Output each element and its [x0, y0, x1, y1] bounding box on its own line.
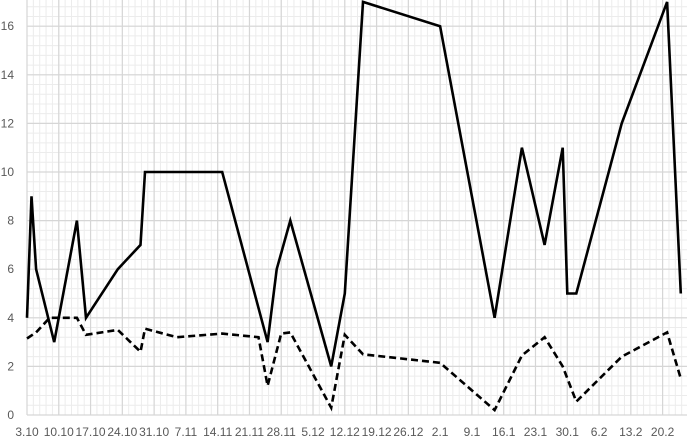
y-tick-label: 12 — [1, 116, 15, 130]
x-tick-label: 5.12 — [301, 425, 325, 438]
y-tick-label: 4 — [7, 311, 14, 325]
series-lines — [25, 0, 683, 413]
x-tick-label: 7.11 — [175, 425, 198, 438]
x-tick-label: 26.12 — [393, 425, 423, 438]
x-tick-label: 2.1 — [432, 425, 449, 438]
x-tick-label: 9.1 — [464, 425, 481, 438]
x-tick-label: 14.11 — [203, 425, 232, 438]
y-tick-label: 10 — [1, 165, 15, 179]
x-tick-label: 16.1 — [492, 425, 516, 438]
x-tick-label: 30.1 — [556, 425, 580, 438]
x-tick-label: 23.1 — [524, 425, 548, 438]
y-tick-label: 8 — [7, 214, 14, 228]
x-tick-label: 24.10 — [107, 425, 137, 438]
x-tick-label: 28.11 — [267, 425, 296, 438]
x-tick-label: 21.11 — [235, 425, 264, 438]
solid-series-line — [25, 0, 683, 367]
x-tick-label: 13.2 — [619, 425, 643, 438]
x-tick-label: 10.10 — [44, 425, 74, 438]
x-tick-label: 6.2 — [591, 425, 608, 438]
x-tick-label: 20.2 — [651, 425, 675, 438]
y-tick-label: 2 — [7, 359, 14, 373]
y-axis-ticks: 0 2 4 6 8 10 12 14 16 — [1, 19, 15, 422]
dashed-series-line — [26, 316, 683, 413]
y-tick-label: 0 — [7, 408, 14, 422]
x-tick-label: 17.10 — [76, 425, 106, 438]
x-tick-label: 12.12 — [330, 425, 360, 438]
gridlines — [26, 0, 687, 416]
y-tick-label: 6 — [7, 262, 14, 276]
x-tick-label: 3.10 — [15, 425, 39, 438]
y-tick-label: 14 — [1, 68, 15, 82]
y-tick-label: 16 — [1, 19, 15, 33]
x-tick-label: 19.12 — [362, 425, 392, 438]
x-tick-label: 31.10 — [139, 425, 169, 438]
x-axis-ticks: 3.10 10.10 17.10 24.10 31.10 7.11 14.11 21.11 28… — [15, 425, 674, 438]
